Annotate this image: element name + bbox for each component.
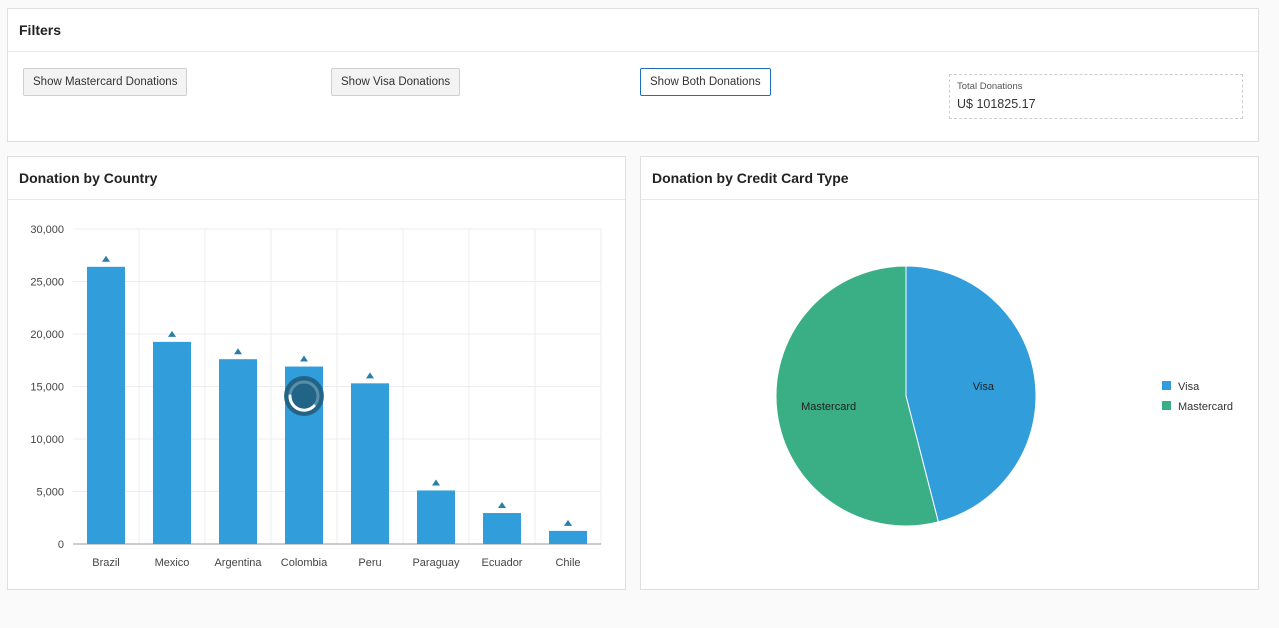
x-tick-label: Paraguay xyxy=(412,557,460,569)
pie-slice-visa[interactable] xyxy=(905,265,1037,523)
show-both-button[interactable]: Show Both Donations xyxy=(640,68,771,96)
bar-chart: 0 5,000 10,000 15,000 20,000 25,000 30,000 Bra… xyxy=(30,224,602,569)
bar-chile[interactable] xyxy=(549,530,587,544)
x-tick-label: Brazil xyxy=(92,557,120,569)
bar-ecuador[interactable] xyxy=(483,513,521,544)
card-type-panel-title: Donation by Credit Card Type xyxy=(641,157,1258,200)
bar-marker-argentina xyxy=(234,348,242,355)
y-tick-label: 5,000 xyxy=(36,487,64,499)
card-type-panel: Donation by Credit Card Type Visa Masterc… xyxy=(640,156,1259,590)
filters-panel: Filters Show Mastercard Donations Show V… xyxy=(7,8,1259,142)
x-tick-label: Peru xyxy=(358,557,381,569)
total-donations-label: Total Donations xyxy=(957,81,1023,92)
country-panel-title: Donation by Country xyxy=(8,157,625,200)
bar-marker-peru xyxy=(366,372,374,379)
bar-marker-brazil xyxy=(102,255,110,262)
bar-marker-paraguay xyxy=(432,479,440,486)
y-tick-label: 10,000 xyxy=(30,434,64,446)
pie-slice-mastercard[interactable] xyxy=(775,265,939,527)
bar-peru[interactable] xyxy=(351,383,389,544)
y-tick-label: 20,000 xyxy=(30,329,64,341)
pie-slice-label: Visa xyxy=(973,381,995,393)
show-visa-button[interactable]: Show Visa Donations xyxy=(331,68,461,96)
x-tick-label: Ecuador xyxy=(482,557,523,569)
legend-label-visa[interactable]: Visa xyxy=(1178,381,1200,393)
filters-title: Filters xyxy=(8,9,1258,52)
bar-mexico[interactable] xyxy=(153,341,191,544)
bar-brazil[interactable] xyxy=(87,266,125,544)
x-tick-label: Chile xyxy=(555,557,580,569)
y-tick-label: 25,000 xyxy=(30,277,64,289)
show-mastercard-button[interactable]: Show Mastercard Donations xyxy=(23,68,188,96)
spinner-arc xyxy=(288,394,316,412)
y-tick-label: 15,000 xyxy=(30,382,64,394)
y-tick-label: 30,000 xyxy=(30,224,64,236)
bar-marker-ecuador xyxy=(498,502,506,509)
bar-marker-colombia xyxy=(300,355,308,362)
total-donations-box: Total Donations U$ 101825.17 xyxy=(949,74,1243,119)
legend-label-mastercard[interactable]: Mastercard xyxy=(1178,401,1233,413)
legend-swatch-visa xyxy=(1162,381,1171,390)
x-tick-label: Mexico xyxy=(155,557,190,569)
bar-argentina[interactable] xyxy=(219,359,257,544)
legend-swatch-mastercard xyxy=(1162,401,1171,410)
x-tick-label: Colombia xyxy=(281,557,328,569)
country-panel: Donation by Country 0 5,000 10,000 15,000 20… xyxy=(7,156,626,590)
x-tick-label: Argentina xyxy=(214,557,262,569)
bar-paraguay[interactable] xyxy=(417,490,455,544)
pie-slice-label: Mastercard xyxy=(801,401,856,413)
total-donations-value: U$ 101825.17 xyxy=(957,97,1036,111)
bar-marker-chile xyxy=(564,519,572,526)
pie-chart: Visa Mastercard Visa Mastercard xyxy=(775,265,1233,527)
bar-marker-mexico xyxy=(168,330,176,337)
y-tick-label: 0 xyxy=(58,539,64,551)
